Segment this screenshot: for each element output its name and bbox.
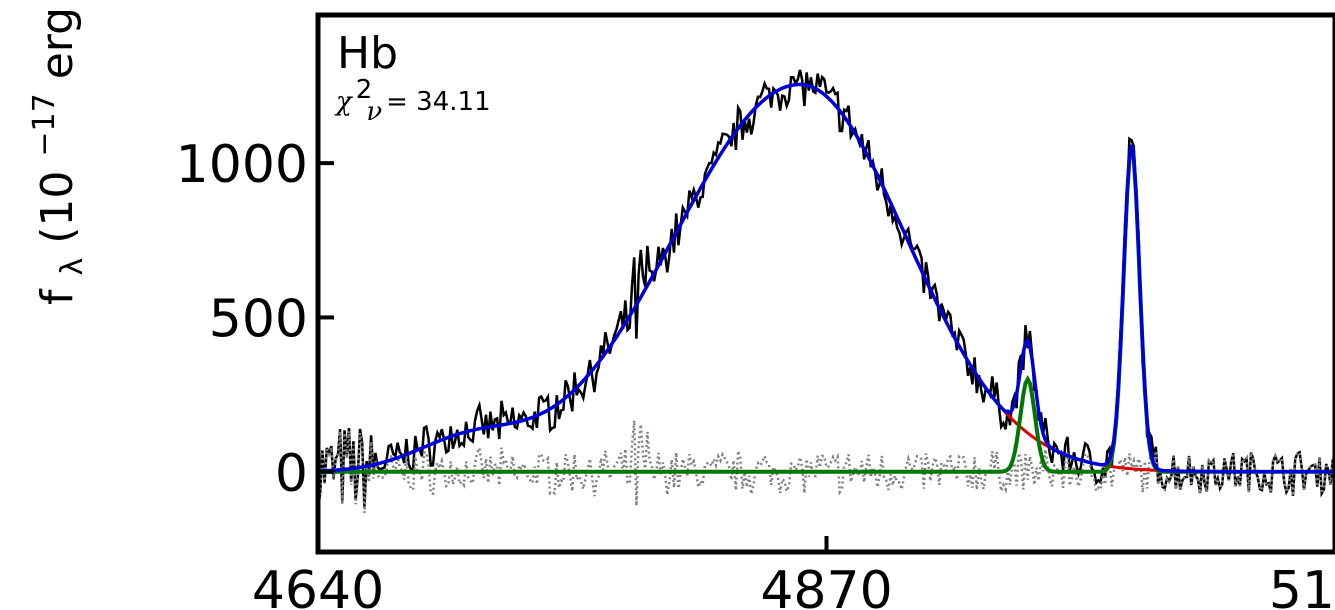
series-broad-component xyxy=(318,82,1335,474)
ylabel-sup: −17 xyxy=(27,93,62,156)
chi-symbol: χ xyxy=(334,87,354,117)
y-tick-label: 500 xyxy=(209,289,308,349)
y-tick-label: 1000 xyxy=(176,135,308,195)
x-tick-label: 4870 xyxy=(760,561,892,610)
x-tick-label: 51 xyxy=(1269,561,1335,610)
ylabel-suffix: erg xyxy=(32,7,83,79)
chi-sub: ν xyxy=(366,97,382,127)
y-tick-label: 0 xyxy=(275,444,308,504)
y-axis-label: f λ (10 −17 erg xyxy=(14,7,93,305)
series-observed xyxy=(318,69,1335,510)
chi-sup: 2 xyxy=(356,75,373,105)
ylabel-prefix: f xyxy=(32,288,83,305)
ylabel-text: (10 xyxy=(32,171,83,244)
chi-value: = 34.11 xyxy=(386,87,490,117)
chart-title: Hb xyxy=(337,28,398,79)
chi-square-annotation: χ 2 ν = 34.11 xyxy=(334,75,491,127)
series-total-fit xyxy=(318,82,1335,474)
ticks-layer: 4640 4870 51 0 500 1000 xyxy=(176,135,1335,610)
plot-data-layer xyxy=(318,69,1335,513)
series-narrow-component xyxy=(318,147,1335,474)
ylabel-sub: λ xyxy=(55,258,90,276)
x-tick-label: 4640 xyxy=(252,561,384,610)
series-residual xyxy=(318,420,1335,513)
